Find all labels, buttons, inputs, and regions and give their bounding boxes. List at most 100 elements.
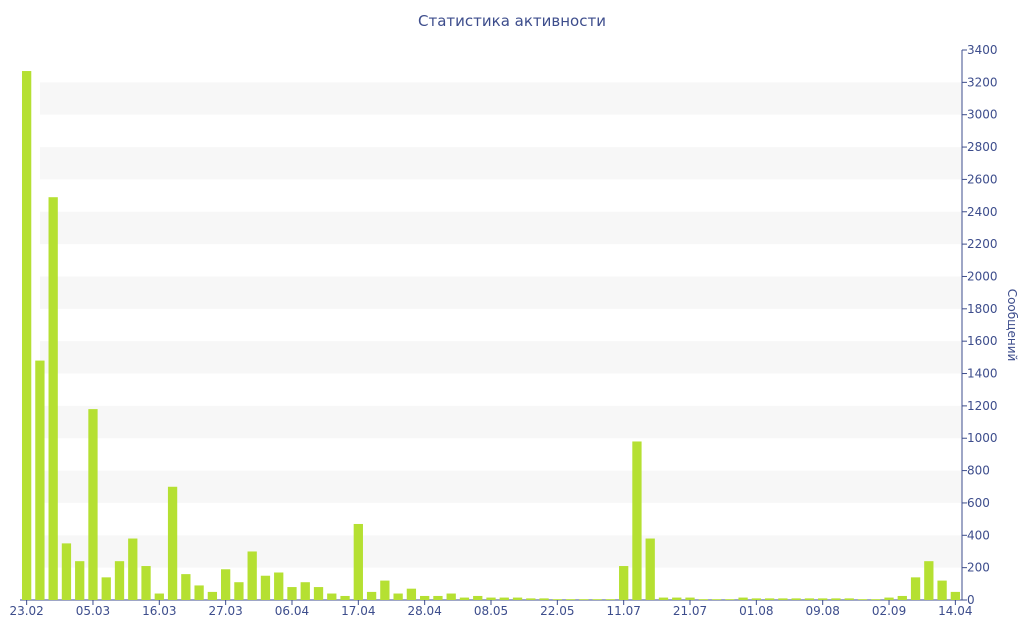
bar bbox=[114, 561, 125, 600]
grid-band bbox=[40, 147, 962, 180]
bar bbox=[924, 561, 934, 600]
bar bbox=[128, 538, 138, 600]
bar bbox=[101, 577, 111, 600]
bar bbox=[857, 599, 868, 600]
bar bbox=[48, 197, 58, 601]
bar bbox=[725, 599, 735, 600]
bar bbox=[75, 561, 85, 600]
bar bbox=[221, 569, 231, 600]
bar bbox=[167, 486, 178, 600]
bar bbox=[632, 441, 642, 600]
bar bbox=[711, 599, 722, 600]
y-tick-label: 3400 bbox=[967, 43, 998, 57]
bar bbox=[579, 599, 589, 600]
bar bbox=[764, 598, 775, 600]
bar bbox=[274, 572, 284, 600]
bar bbox=[260, 575, 271, 600]
bar bbox=[393, 593, 403, 600]
bar bbox=[486, 597, 496, 600]
bar bbox=[778, 598, 788, 600]
bar bbox=[619, 566, 629, 600]
x-tick-label: 27.03 bbox=[208, 604, 242, 618]
y-axis-title: Сообщений bbox=[1005, 289, 1019, 362]
x-tick-label: 09.08 bbox=[806, 604, 840, 618]
bar bbox=[897, 595, 907, 600]
bar bbox=[645, 538, 655, 600]
grid-band bbox=[40, 405, 962, 439]
x-tick-label: 11.07 bbox=[606, 604, 640, 618]
bar bbox=[526, 598, 536, 600]
y-tick-label: 200 bbox=[967, 561, 990, 575]
bar bbox=[88, 409, 98, 600]
bar bbox=[751, 598, 761, 600]
x-tick-label: 05.03 bbox=[76, 604, 110, 618]
y-tick-label: 1000 bbox=[967, 431, 998, 445]
bar bbox=[804, 598, 815, 600]
bar bbox=[818, 598, 828, 600]
bar bbox=[340, 595, 350, 600]
bar bbox=[433, 595, 443, 600]
x-tick-label: 14.04 bbox=[938, 604, 972, 618]
y-tick-label: 1200 bbox=[967, 399, 998, 413]
bar bbox=[937, 580, 947, 600]
bar bbox=[698, 599, 708, 600]
bar bbox=[844, 598, 854, 600]
y-tick-label: 2200 bbox=[967, 237, 998, 251]
bar bbox=[313, 587, 324, 600]
chart-title: Статистика активности bbox=[418, 12, 606, 30]
y-tick-label: 2400 bbox=[967, 205, 998, 219]
y-tick-label: 800 bbox=[967, 464, 990, 478]
bar bbox=[353, 523, 363, 600]
y-tick-label: 1400 bbox=[967, 367, 998, 381]
bar bbox=[327, 593, 337, 600]
grid-band bbox=[40, 211, 962, 245]
x-tick-label: 22.05 bbox=[540, 604, 574, 618]
bar bbox=[910, 577, 921, 600]
grid-band bbox=[40, 535, 962, 568]
y-tick-label: 2800 bbox=[967, 140, 998, 154]
x-tick-label: 16.03 bbox=[142, 604, 176, 618]
y-tick-label: 1800 bbox=[967, 302, 998, 316]
bar bbox=[234, 582, 244, 600]
x-tick-label: 02.09 bbox=[872, 604, 906, 618]
bar bbox=[420, 595, 430, 600]
bar bbox=[181, 574, 191, 600]
y-tick-label: 600 bbox=[967, 496, 990, 510]
bar bbox=[539, 598, 549, 600]
bar bbox=[21, 71, 32, 600]
x-tick-label: 28.04 bbox=[407, 604, 441, 618]
y-tick-label: 1600 bbox=[967, 334, 998, 348]
bar bbox=[300, 582, 310, 600]
y-tick-label: 2000 bbox=[967, 269, 998, 283]
bar bbox=[406, 588, 417, 600]
bar bbox=[446, 593, 456, 600]
bar bbox=[207, 591, 218, 600]
x-tick-label: 06.04 bbox=[275, 604, 309, 618]
bar bbox=[380, 580, 390, 600]
y-tick-label: 400 bbox=[967, 528, 990, 542]
bar bbox=[366, 591, 377, 600]
grid-band bbox=[40, 341, 962, 374]
bar bbox=[738, 597, 748, 600]
bar bbox=[685, 597, 695, 600]
grid-band bbox=[40, 82, 962, 115]
bar bbox=[950, 591, 961, 600]
bar bbox=[658, 597, 669, 600]
bar bbox=[592, 599, 602, 600]
bar bbox=[672, 597, 682, 600]
grid-band bbox=[40, 470, 962, 503]
x-tick-label: 08.05 bbox=[474, 604, 508, 618]
bar bbox=[512, 597, 523, 600]
y-tick-label: 3000 bbox=[967, 108, 998, 122]
bar bbox=[552, 599, 562, 600]
bar bbox=[459, 597, 470, 600]
grid-band bbox=[40, 276, 962, 309]
bar bbox=[791, 598, 801, 600]
bar bbox=[565, 599, 576, 600]
bar bbox=[154, 593, 164, 600]
y-tick-label: 2600 bbox=[967, 172, 998, 186]
bar bbox=[61, 543, 72, 600]
y-tick-label: 3200 bbox=[967, 75, 998, 89]
